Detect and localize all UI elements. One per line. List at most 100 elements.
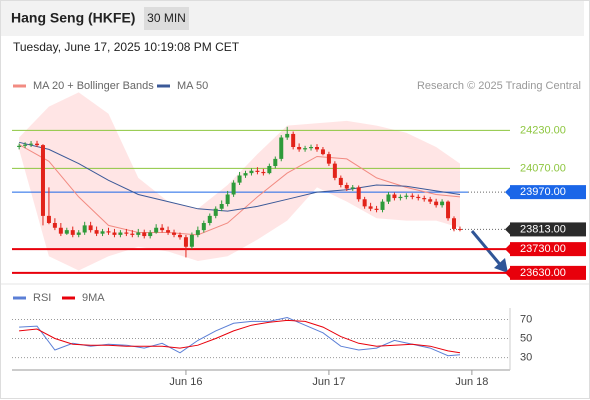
candle-body	[267, 166, 272, 174]
candle-body	[440, 201, 445, 206]
level-label-box	[510, 222, 586, 237]
candle-body	[64, 230, 69, 234]
timeframe: 30 MIN	[147, 11, 186, 25]
level-label: 24070.00	[520, 162, 566, 174]
candle-body	[338, 177, 343, 185]
level-label-box	[510, 265, 586, 280]
candle-body	[76, 232, 81, 235]
level-label: 23730.00	[520, 243, 566, 255]
candle-body	[148, 232, 153, 237]
candle-body	[118, 232, 123, 235]
candle-body	[40, 145, 45, 216]
candle-body	[314, 147, 319, 150]
candle-body	[154, 227, 159, 233]
candle-body	[195, 230, 200, 235]
candle-body	[166, 230, 171, 233]
timeframe-box	[144, 7, 189, 30]
candle-body	[130, 233, 135, 235]
y-tick-label: 30	[520, 352, 532, 364]
candle-body	[362, 199, 367, 207]
candle-body	[106, 231, 111, 233]
overlay-line	[18, 141, 461, 212]
level-label-pointer	[505, 267, 510, 278]
x-tick-label: Jun 18	[455, 376, 488, 388]
candle-body	[309, 147, 314, 149]
candle-body	[82, 225, 87, 233]
candle-body	[320, 149, 325, 155]
candle-body	[392, 194, 397, 199]
level-label-pointer	[505, 244, 510, 255]
level-label-box	[510, 185, 586, 200]
candle-body	[303, 148, 308, 150]
candle-body	[368, 206, 373, 209]
candle-body	[386, 194, 391, 202]
candle-body	[94, 230, 99, 234]
candle-body	[291, 133, 296, 147]
candle-body	[183, 237, 188, 247]
candle-body	[231, 182, 236, 195]
y-tick-label: 70	[520, 313, 532, 325]
candle-body	[237, 175, 242, 183]
title: Hang Seng (HKFE)	[11, 10, 135, 26]
candle-body	[177, 234, 182, 238]
indicator-line	[19, 319, 461, 354]
candle-body	[332, 163, 337, 178]
level-label: 23813.00	[520, 223, 566, 235]
candle-body	[428, 199, 433, 202]
candle-body	[142, 232, 147, 237]
candle-body	[112, 232, 117, 235]
candle-body	[422, 198, 427, 200]
timestamp: Tuesday, June 17, 2025 10:19:08 PM CET	[13, 40, 240, 54]
level-label-box	[510, 242, 586, 257]
candle-body	[255, 170, 260, 172]
x-tick-label: Jun 17	[312, 376, 345, 388]
copyright: Research © 2025 Trading Central	[417, 80, 581, 92]
candle-body	[88, 225, 93, 231]
candle-body	[249, 170, 254, 174]
candle-body	[273, 158, 278, 166]
candle-body	[100, 231, 105, 234]
level-label-pointer	[505, 224, 510, 235]
candle-body	[29, 143, 34, 145]
candle-body	[213, 208, 218, 216]
candle-body	[452, 218, 457, 229]
candle-body	[297, 147, 302, 150]
legend-label: RSI	[33, 292, 51, 304]
candle-body	[225, 194, 230, 204]
indicator-line	[19, 316, 461, 357]
candle-body	[207, 215, 212, 223]
candle-body	[279, 137, 284, 159]
candle-body	[446, 201, 451, 219]
level-label: 23630.00	[520, 267, 566, 279]
candle-body	[201, 223, 206, 231]
candle-body	[380, 201, 385, 210]
candle-body	[70, 230, 75, 235]
candle-body	[285, 133, 290, 138]
candle-body	[124, 232, 129, 234]
candle-body	[35, 143, 40, 146]
candle-body	[52, 223, 57, 228]
overlay-line	[18, 144, 461, 236]
candle-body	[410, 195, 415, 197]
level-label: 24230.00	[520, 124, 566, 136]
candle-body	[457, 228, 462, 230]
candle-body	[374, 208, 379, 210]
legend-label: MA 20 + Bollinger Bands	[33, 80, 154, 92]
candle-body	[261, 171, 266, 174]
candle-body	[23, 144, 28, 146]
y-tick-label: 50	[520, 332, 532, 344]
candle-body	[46, 215, 51, 223]
candle-body	[398, 196, 403, 199]
candle-body	[58, 227, 63, 234]
legend-label: 9MA	[82, 292, 105, 304]
candle-body	[243, 173, 248, 176]
candle-body	[356, 187, 361, 200]
legend-label: MA 50	[177, 80, 208, 92]
candle-body	[172, 232, 177, 235]
candle-body	[344, 185, 349, 189]
candle-body	[189, 234, 194, 247]
candle-body	[219, 204, 224, 209]
candle-body	[404, 195, 409, 197]
